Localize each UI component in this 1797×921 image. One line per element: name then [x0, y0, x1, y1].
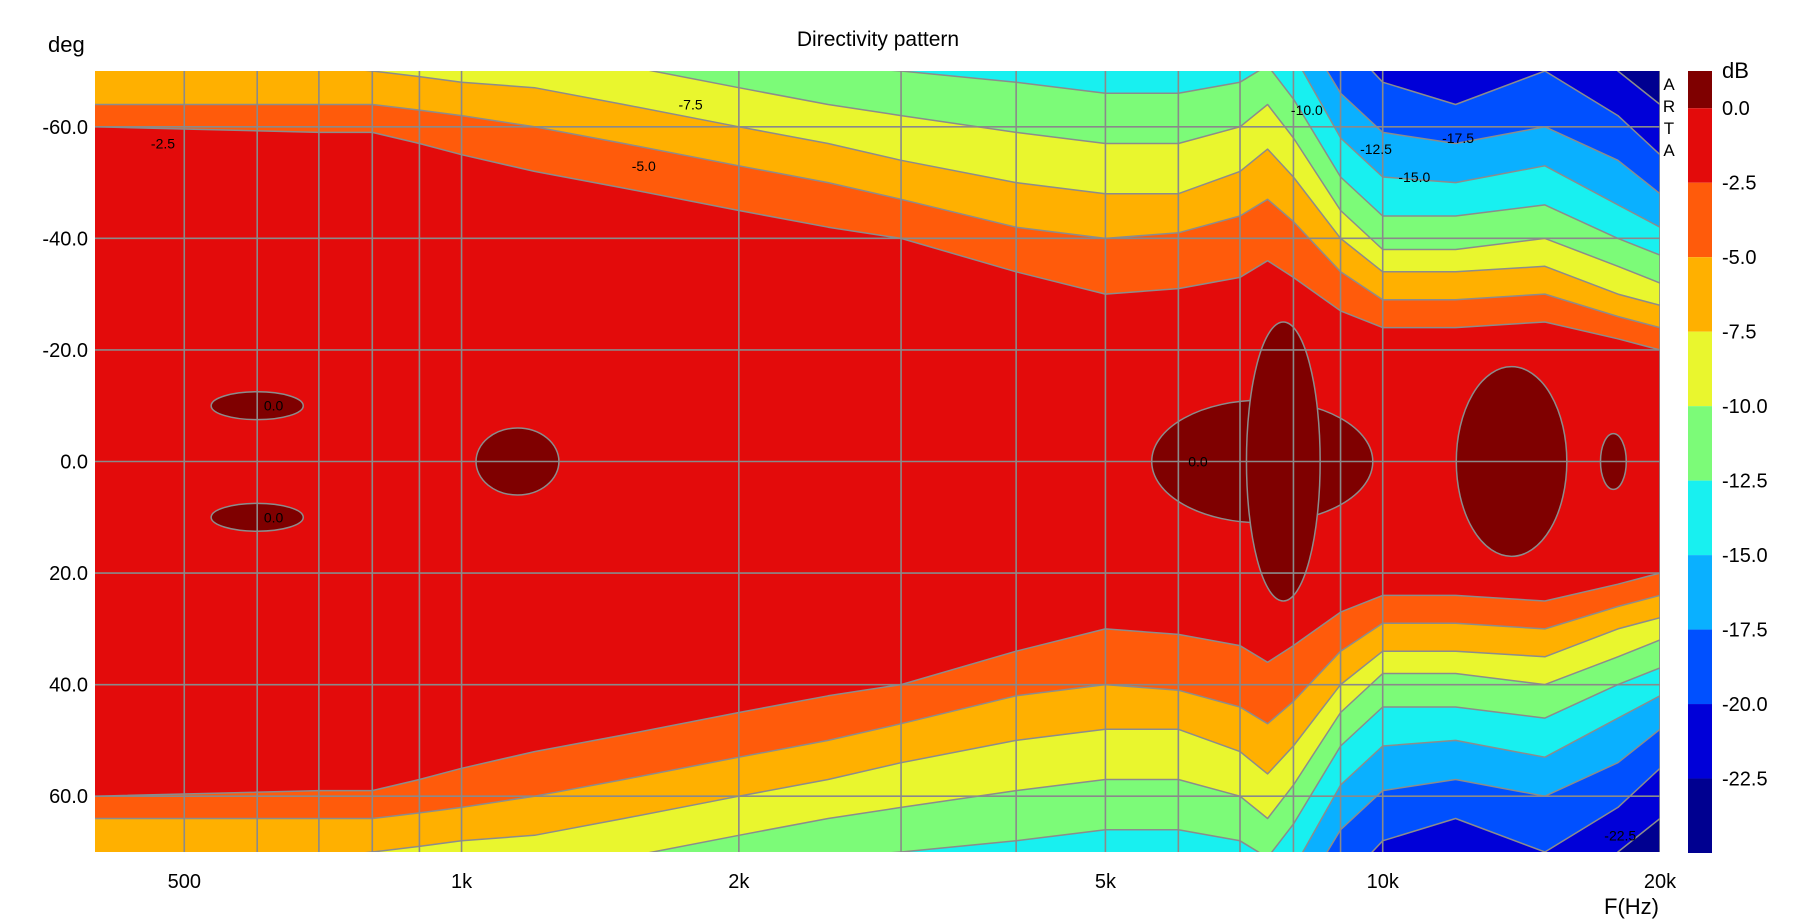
arta-letter: A [1663, 75, 1675, 94]
contour-label: -5.0 [632, 158, 656, 174]
y-tick-label: 0.0 [60, 452, 88, 474]
contour-label: -10.0 [1291, 102, 1323, 118]
contour-label: -17.5 [1442, 130, 1474, 146]
contour-label: -15.0 [1398, 169, 1430, 185]
colorbar-tick-label: -12.5 [1722, 471, 1768, 493]
contour-label: 0.0 [264, 509, 284, 525]
x-tick-labels: 500 1k 2k 5k 10k 20k [168, 871, 1678, 893]
contour-band-upper [1326, 71, 1660, 195]
contour-band-lower [1371, 767, 1660, 852]
y-tick-label: 40.0 [49, 675, 88, 697]
contour-label: -7.5 [679, 96, 703, 112]
x-tick-label: 10k [1367, 871, 1400, 893]
x-tick-label: 20k [1644, 871, 1677, 893]
y-tick-label: -40.0 [42, 228, 88, 250]
colorbar-band [1688, 108, 1712, 183]
y-axis-title: deg [48, 32, 85, 57]
y-tick-label: -20.0 [42, 340, 88, 362]
colorbar-title: dB [1722, 58, 1749, 83]
plot-area: -2.5 -7.5 -5.0 -10.0 -12.5 -17.5 -15.0 0.0 0.0 0.… [95, 71, 1660, 852]
colorbar-tick-label: -2.5 [1722, 173, 1756, 195]
colorbar-tick-label: -10.0 [1722, 396, 1768, 418]
x-tick-label: 5k [1095, 871, 1117, 893]
colorbar-tick-label: -22.5 [1722, 769, 1768, 791]
colorbar-band [1688, 778, 1712, 853]
arta-letter: R [1663, 97, 1675, 116]
colorbar-band [1688, 406, 1712, 481]
colorbar-band [1688, 629, 1712, 705]
chart-title: Directivity pattern [797, 28, 959, 51]
colorbar-band [1688, 257, 1712, 332]
y-tick-label: -60.0 [42, 117, 88, 139]
colorbar-band [1688, 480, 1712, 556]
colorbar-band [1688, 704, 1712, 779]
colorbar-tick-label: -5.0 [1722, 247, 1756, 269]
colorbar-band [1688, 71, 1712, 109]
colorbar-band [1688, 555, 1712, 630]
colorbar-tick-label: -20.0 [1722, 694, 1768, 716]
contour-band-lower [1617, 817, 1660, 852]
x-tick-label: 1k [451, 871, 473, 893]
contour-band-lower [1326, 728, 1660, 852]
arta-letter: T [1664, 119, 1674, 138]
contour-label: 0.0 [264, 398, 284, 414]
contour-label: -22.5 [1604, 827, 1636, 843]
y-tick-label: 60.0 [49, 786, 88, 808]
arta-letter: A [1663, 141, 1675, 160]
colorbar-band [1688, 331, 1712, 407]
contour-label: 0.0 [1188, 454, 1208, 470]
colorbar-tick-label: -15.0 [1722, 545, 1768, 567]
colorbar: 0.0 -2.5 -5.0 -7.5 -10.0 -12.5 -15.0 -17.5 -20.0… [1688, 71, 1768, 853]
colorbar-tick-label: -17.5 [1722, 620, 1768, 642]
colorbar-band [1688, 182, 1712, 258]
contour-band-upper [1617, 71, 1660, 106]
y-tick-label: 20.0 [49, 563, 88, 585]
contour-band-upper [1371, 71, 1660, 156]
x-axis-title: F(Hz) [1604, 894, 1659, 919]
colorbar-tick-label: 0.0 [1722, 98, 1750, 120]
y-tick-labels: -60.0 -40.0 -20.0 0.0 20.0 40.0 60.0 [42, 117, 88, 808]
x-tick-label: 2k [728, 871, 750, 893]
colorbar-tick-label: -7.5 [1722, 322, 1756, 344]
x-tick-label: 500 [168, 871, 201, 893]
contour-label: -2.5 [151, 136, 175, 152]
contour-label: -12.5 [1360, 141, 1392, 157]
